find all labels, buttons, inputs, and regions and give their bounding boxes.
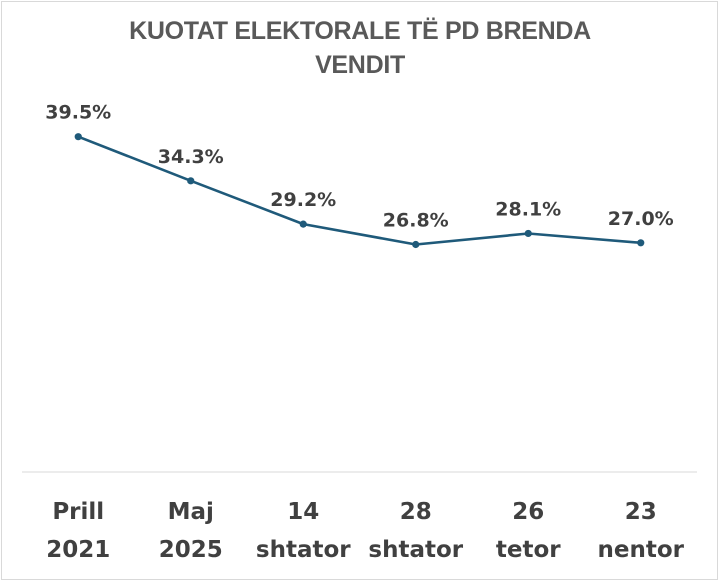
data-point-4 — [412, 240, 420, 249]
data-point-6 — [637, 239, 645, 247]
x-tick-label-4-2: shtator — [368, 537, 463, 563]
x-tick-label-2-2: 2025 — [159, 537, 223, 563]
data-label-1: 39.5% — [45, 102, 111, 124]
data-label-6: 27.0% — [608, 208, 674, 230]
x-tick-label-2-1: Maj — [168, 499, 214, 525]
x-tick-label-1-1: Prill — [52, 499, 104, 525]
x-tick-label-5-1: 26 — [512, 499, 544, 525]
data-label-5: 28.1% — [495, 198, 561, 220]
data-point-3 — [299, 220, 307, 228]
x-tick-label-3-1: 14 — [287, 499, 319, 525]
chart-title-line-2: VENDIT — [315, 51, 405, 79]
data-point-1 — [74, 133, 82, 141]
chart-title-line-1: KUOTAT ELEKTORALE TË PD BRENDA — [129, 17, 591, 45]
x-tick-label-4-1: 28 — [400, 499, 432, 525]
data-label-2: 34.3% — [158, 146, 224, 168]
x-tick-label-5-2: tetor — [496, 537, 561, 563]
chart-title: KUOTAT ELEKTORALE TË PD BRENDA VENDIT — [60, 14, 660, 82]
x-tick-label-1-2: 2021 — [46, 537, 110, 563]
data-label-4: 26.8% — [383, 209, 449, 231]
data-point-5 — [524, 229, 532, 238]
x-tick-label-3-2: shtator — [256, 537, 351, 563]
x-tick-label-6-1: 23 — [625, 499, 657, 525]
data-label-3: 29.2% — [270, 189, 336, 211]
x-tick-label-6-2: nentor — [598, 537, 685, 563]
series-line — [77, 135, 641, 246]
data-point-2 — [187, 177, 195, 185]
